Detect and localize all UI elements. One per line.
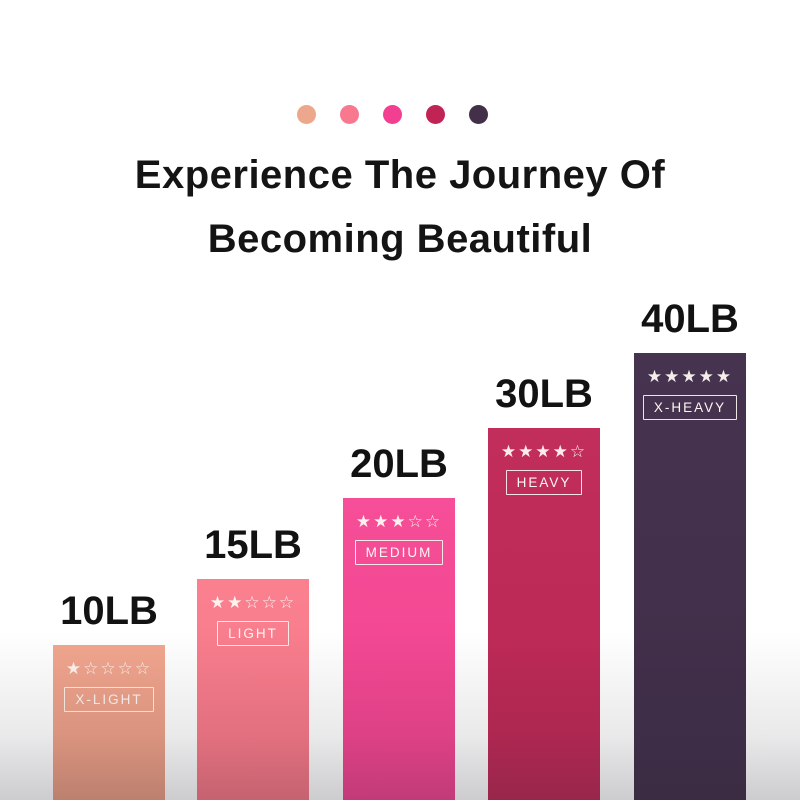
level-badge: X-LIGHT — [64, 686, 154, 712]
star-rating: ★★★☆☆ — [355, 512, 443, 531]
swatch-dot-light — [339, 105, 359, 124]
bar-30lb: 30LB ★★★★☆ HEAVY — [488, 374, 600, 800]
bar-value-label: 10LB — [60, 589, 158, 633]
bar-10lb: 10LB ★☆☆☆☆ X-LIGHT — [53, 591, 165, 800]
level-badge: LIGHT — [217, 620, 289, 646]
star-rating: ★★★★★ — [646, 367, 734, 386]
bar-15lb: 15LB ★★☆☆☆ LIGHT — [197, 525, 309, 800]
bar-value-label: 20LB — [350, 442, 448, 486]
page-title-line-2: Becoming Beautiful — [207, 217, 593, 261]
star-rating: ★☆☆☆☆ — [65, 659, 153, 678]
color-swatch-dots — [0, 105, 784, 124]
swatch-dot-heavy — [425, 105, 445, 124]
bar-20lb: 20LB ★★★☆☆ MEDIUM — [343, 444, 455, 800]
level-badge: MEDIUM — [354, 539, 444, 565]
page-title-line-1: Experience The Journey Of — [134, 153, 666, 197]
bar-40lb: 40LB ★★★★★ X-HEAVY — [634, 299, 746, 800]
swatch-dot-x-heavy — [468, 105, 488, 124]
level-badge: X-HEAVY — [642, 394, 738, 420]
star-rating: ★★★★☆ — [500, 442, 588, 461]
star-rating: ★★☆☆☆ — [209, 593, 297, 612]
swatch-dot-x-light — [296, 105, 316, 124]
level-badge: HEAVY — [505, 469, 583, 495]
swatch-dot-medium — [382, 105, 402, 124]
page-title: Experience The Journey Of Becoming Beaut… — [0, 143, 800, 271]
bar-value-label: 40LB — [641, 297, 739, 341]
bar-value-label: 15LB — [204, 523, 302, 567]
bar-value-label: 30LB — [495, 372, 593, 416]
